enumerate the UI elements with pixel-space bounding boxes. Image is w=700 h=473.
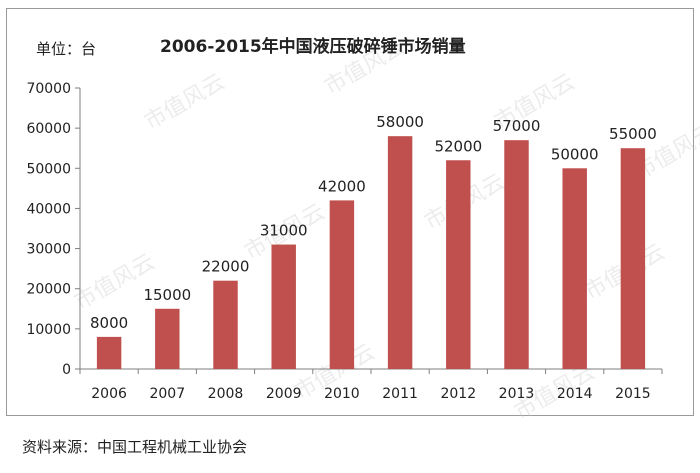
unit-label: 单位：台	[36, 40, 96, 58]
x-tick-label: 2009	[266, 386, 302, 402]
watermark-text: 市值风云	[71, 250, 160, 316]
y-tick-label: 10000	[26, 322, 71, 338]
bar-2013	[504, 140, 529, 369]
y-tick-label: 70000	[26, 81, 71, 97]
bar-2006	[96, 336, 122, 369]
data-label-2010: 42000	[318, 177, 366, 195]
data-label-2013: 57000	[493, 117, 541, 135]
x-tick-label: 2013	[499, 386, 535, 402]
x-tick-label: 2014	[557, 386, 593, 402]
y-tick-label: 50000	[26, 161, 71, 177]
x-tick-label: 2015	[615, 386, 651, 402]
bar-2009	[271, 244, 296, 369]
bar-2012	[446, 160, 471, 369]
data-label-2015: 55000	[609, 125, 657, 143]
data-label-2009: 31000	[260, 222, 308, 240]
bar-2007	[155, 308, 180, 369]
x-tick-label: 2012	[440, 386, 476, 402]
bar-series	[96, 136, 646, 369]
bar-2011	[387, 136, 413, 369]
x-tick-label: 2008	[208, 386, 244, 402]
x-tick-label: 2010	[324, 386, 360, 402]
y-tick-label: 0	[62, 362, 71, 378]
data-label-2012: 52000	[434, 137, 482, 155]
x-tick-label: 2011	[382, 386, 418, 402]
watermark-text: 市值风云	[141, 70, 230, 136]
bar-2014	[562, 168, 587, 369]
bar-chart: 市值风云市值风云市值风云市值风云市值风云市值风云市值风云市值风云市值风云市值风云…	[26, 35, 700, 420]
data-labels: 8000 15000 22000 31000 42000 58000 52000 57000 5…	[90, 113, 657, 332]
x-tick-label: 2007	[149, 386, 185, 402]
chart-title: 2006-2015年中国液压破碎锤市场销量	[160, 36, 466, 57]
source-note: 资料来源：中国工程机械工业协会	[22, 438, 248, 456]
x-axis: 2006 2007 2008 2009 2010 2011 2012 2013 2014 2015	[79, 368, 663, 402]
x-tick-label: 2006	[91, 386, 127, 402]
bar-2010	[329, 200, 355, 369]
data-label-2008: 22000	[202, 258, 250, 276]
y-tick-label: 20000	[26, 282, 71, 298]
data-label-2007: 15000	[143, 286, 191, 304]
data-label-2006: 8000	[90, 314, 128, 332]
y-axis: 0 10000 20000 30000 40000 50000 60000 70000	[26, 81, 81, 378]
bar-2015	[620, 148, 646, 369]
data-label-2014: 50000	[551, 145, 599, 163]
y-tick-label: 40000	[26, 201, 71, 217]
y-tick-label: 30000	[26, 242, 71, 258]
bar-2008	[213, 280, 238, 369]
y-tick-label: 60000	[26, 121, 71, 137]
data-label-2011: 58000	[376, 113, 424, 131]
